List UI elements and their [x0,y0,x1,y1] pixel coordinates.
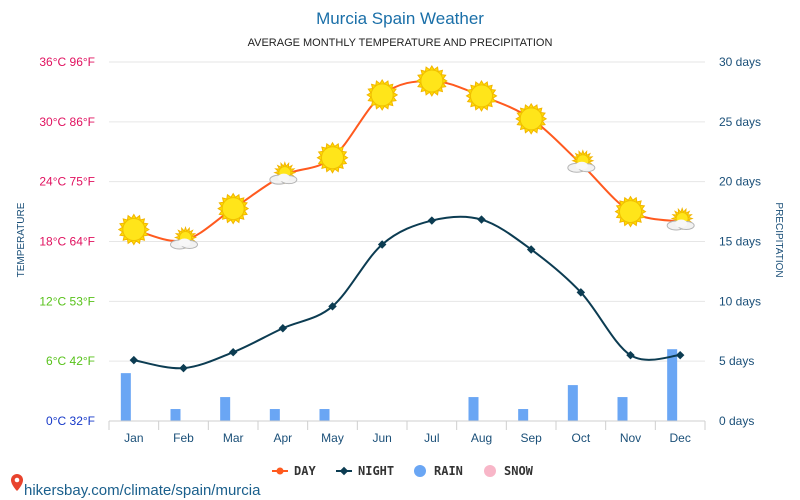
y-left-tick-label: 6°C 42°F [46,354,95,368]
x-tick-label: Feb [173,431,194,445]
y-right-tick-label: 0 days [719,414,754,428]
x-tick-label: Mar [223,431,244,445]
x-tick-label: Jan [124,431,143,445]
sun-icon [217,192,250,225]
source-link[interactable]: hikersbay.com/climate/spain/murcia [11,474,261,499]
sun-disc [321,146,344,170]
y-right-tick-label: 30 days [719,55,761,69]
x-tick-label: Dec [669,431,690,445]
night-point [278,324,288,333]
source-text[interactable]: hikersbay.com/climate/spain/murcia [24,482,261,499]
chart-subtitle: AVERAGE MONTHLY TEMPERATURE AND PRECIPIT… [248,37,553,49]
legend-item-rain: RAIN [414,464,463,478]
partly-cloudy-icon [170,225,198,250]
partly-cloudy-icon [269,161,298,185]
cloud-part [178,238,191,247]
x-tick-label: Aug [471,431,492,445]
rain-bar [617,397,628,421]
sun-disc [519,107,543,131]
legend-marker [276,467,284,475]
y-left-tick-label: 36°C 96°F [39,55,95,69]
sun-icon [515,102,548,135]
rain-bar [468,397,479,421]
night-line [133,215,681,370]
sun-icon [117,213,150,246]
rain-bar [220,397,231,421]
rain-bar [567,385,578,421]
y-left-tick-label: 12°C 53°F [39,294,95,308]
partly-cloudy-icon [666,207,695,231]
legend: DAY NIGHT RAIN SNOW [272,464,534,478]
chart-title: Murcia Spain Weather [316,9,484,28]
sun-disc [122,218,146,242]
legend-item-snow: SNOW [484,464,534,478]
day-line [133,79,681,243]
cloud-part [277,173,290,182]
night-point [377,240,387,249]
legend-label: RAIN [434,464,463,478]
y-right-tick-label: 5 days [719,354,754,368]
axes: 36°C 96°F 30°C 86°F 24°C 75°F 18°C 64°F 12°C… [39,55,761,445]
x-tick-label: Sep [520,431,542,445]
y-left-tick-label: 0°C 32°F [46,414,95,428]
x-tick-label: Oct [571,431,590,445]
legend-marker [484,465,496,477]
x-tick-label: Jun [372,431,391,445]
cloud-part [675,219,688,228]
y-left-tick-label: 24°C 75°F [39,175,95,189]
y-left-tick-label: 30°C 86°F [39,115,95,129]
rain-bars [120,349,678,421]
y-right-tick-label: 20 days [719,175,761,189]
legend-item-night: NIGHT [336,464,394,478]
sun-icon [465,79,498,112]
y-right-tick-label: 25 days [719,115,761,129]
x-tick-label: Nov [620,431,641,445]
y-right-label: PRECIPITATION [773,202,784,277]
partly-cloudy-icon [567,149,596,173]
sun-disc [470,84,493,108]
rain-bar [319,409,330,421]
sun-icon [316,141,349,174]
sun-icon [415,64,448,97]
night-point [477,215,486,224]
y-left-label: TEMPERATURE [16,202,27,277]
legend-label: SNOW [504,464,534,478]
y-left-tick-label: 18°C 64°F [39,235,95,249]
legend-marker [414,465,426,477]
legend-label: NIGHT [358,464,394,478]
sun-disc [420,69,444,93]
rain-bar [269,409,280,421]
cloud-part [575,161,588,170]
y-right-tick-label: 15 days [719,235,761,249]
night-point [675,350,685,360]
sun-disc [370,83,394,107]
x-tick-label: Apr [273,431,292,445]
x-tick-label: May [321,431,344,445]
sun-icon [614,195,647,228]
night-point [179,363,188,373]
sun-disc [619,200,642,224]
rain-bar [518,409,529,421]
night-point [427,216,437,225]
legend-label: DAY [294,464,316,478]
temperature-lines [129,79,685,373]
rain-bar [667,349,678,421]
night-point [626,350,635,360]
night-point [328,302,337,311]
weather-icons [117,64,695,250]
y-right-tick-label: 10 days [719,294,761,308]
rain-bar [170,409,181,421]
sun-icon [366,78,399,111]
sun-disc [221,197,245,221]
x-tick-label: Jul [424,431,439,445]
location-pin-icon [11,474,23,491]
night-point [228,347,238,357]
night-point [129,355,139,365]
legend-marker [339,466,349,476]
rain-bar [120,373,131,421]
legend-item-day: DAY [272,464,316,478]
night-point [576,288,586,297]
